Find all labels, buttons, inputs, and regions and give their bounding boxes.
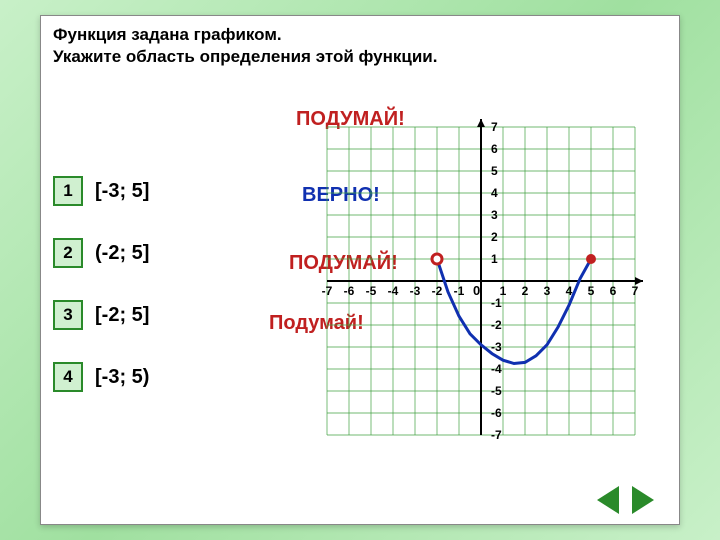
graph-area: -7-6-5-4-3-2-11234567-7-6-5-4-3-2-112345… <box>301 86 671 506</box>
function-graph: -7-6-5-4-3-2-11234567-7-6-5-4-3-2-112345… <box>301 86 671 506</box>
svg-text:-6: -6 <box>491 406 502 420</box>
answer-row: 2 (-2; 5] <box>53 238 149 268</box>
answers-list: 1 [-3; 5] 2 (-2; 5] 3 [-2; 5] 4 [-3; 5) <box>53 176 149 424</box>
answer-row: 4 [-3; 5) <box>53 362 149 392</box>
svg-text:5: 5 <box>588 284 595 298</box>
answer-button-4[interactable]: 4 <box>53 362 83 392</box>
answer-text-1: [-3; 5] <box>95 180 149 203</box>
answer-text-3: [-2; 5] <box>95 304 149 327</box>
answer-button-3[interactable]: 3 <box>53 300 83 330</box>
answer-row: 3 [-2; 5] <box>53 300 149 330</box>
svg-text:-6: -6 <box>344 284 355 298</box>
svg-text:6: 6 <box>610 284 617 298</box>
svg-text:-1: -1 <box>491 296 502 310</box>
answer-button-2[interactable]: 2 <box>53 238 83 268</box>
svg-text:-7: -7 <box>322 284 333 298</box>
svg-text:-1: -1 <box>454 284 465 298</box>
svg-text:3: 3 <box>491 208 498 222</box>
svg-text:-4: -4 <box>388 284 399 298</box>
svg-text:3: 3 <box>544 284 551 298</box>
svg-text:0: 0 <box>473 283 480 298</box>
answer-text-2: (-2; 5] <box>95 242 149 265</box>
svg-text:4: 4 <box>491 186 498 200</box>
prev-button[interactable] <box>597 486 619 514</box>
answer-button-1[interactable]: 1 <box>53 176 83 206</box>
svg-text:1: 1 <box>491 252 498 266</box>
svg-text:-3: -3 <box>410 284 421 298</box>
question-line1: Функция задана графиком. <box>53 25 282 44</box>
svg-text:5: 5 <box>491 164 498 178</box>
svg-text:-3: -3 <box>491 340 502 354</box>
question-line2: Укажите область определения этой функции… <box>53 47 437 66</box>
svg-text:-4: -4 <box>491 362 502 376</box>
svg-text:-5: -5 <box>366 284 377 298</box>
svg-text:6: 6 <box>491 142 498 156</box>
svg-text:-7: -7 <box>491 428 502 442</box>
svg-text:2: 2 <box>491 230 498 244</box>
svg-text:7: 7 <box>491 120 498 134</box>
answer-row: 1 [-3; 5] <box>53 176 149 206</box>
svg-text:2: 2 <box>522 284 529 298</box>
svg-text:-5: -5 <box>491 384 502 398</box>
svg-text:-2: -2 <box>432 284 443 298</box>
svg-text:7: 7 <box>632 284 639 298</box>
answer-text-4: [-3; 5) <box>95 366 149 389</box>
question-text: Функция задана графиком. Укажите область… <box>53 24 667 68</box>
next-button[interactable] <box>632 486 654 514</box>
svg-text:-2: -2 <box>491 318 502 332</box>
